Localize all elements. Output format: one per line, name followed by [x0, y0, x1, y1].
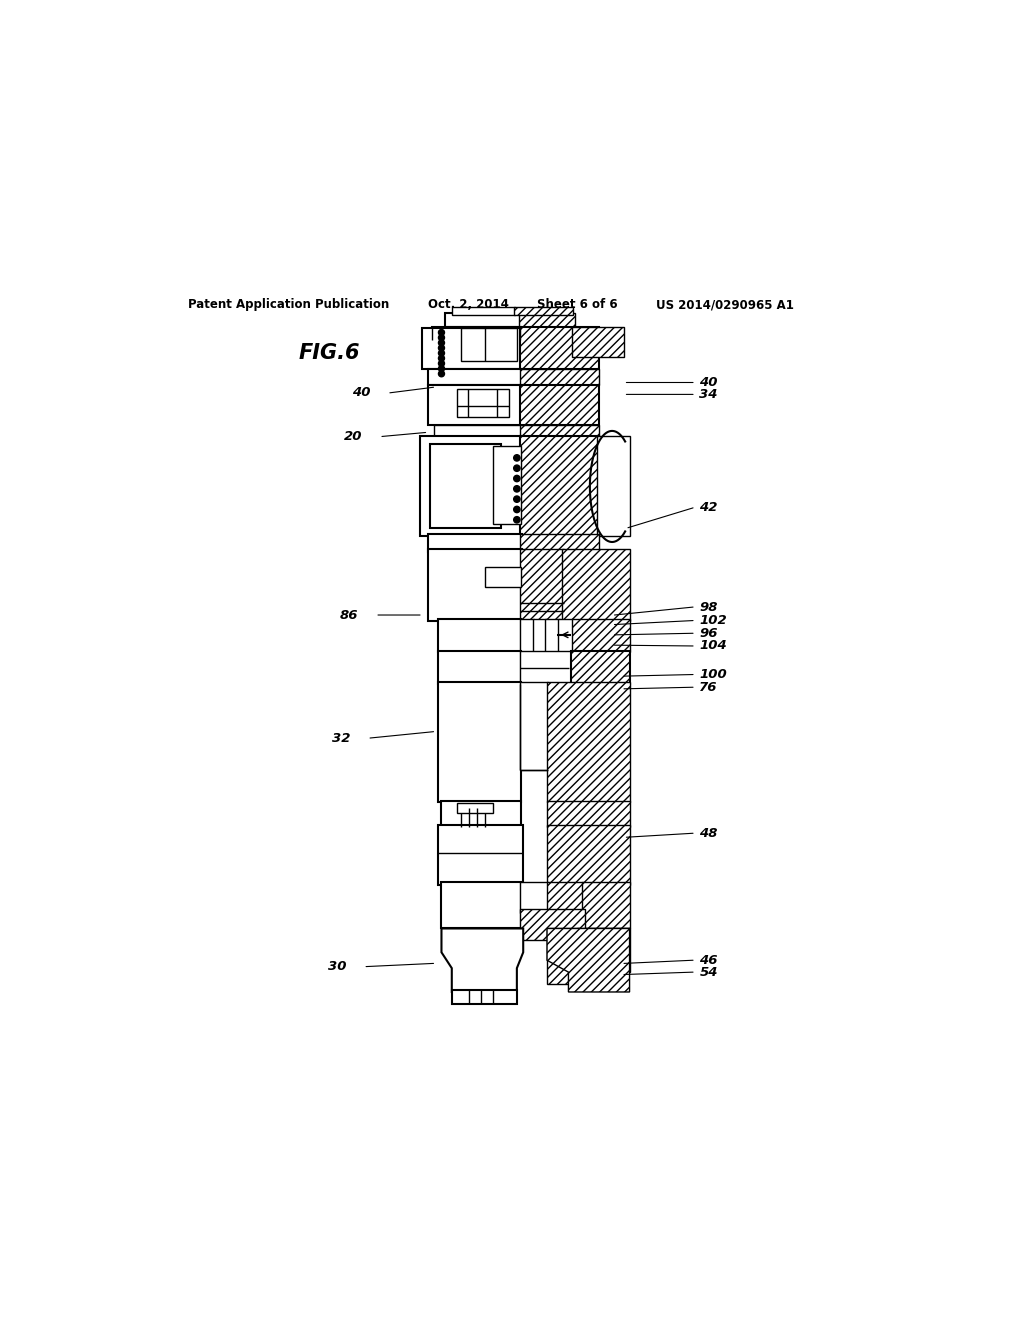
Bar — [437, 619, 521, 652]
Text: 20: 20 — [344, 430, 362, 444]
Circle shape — [438, 335, 444, 341]
Text: 100: 100 — [699, 668, 727, 681]
Bar — [428, 549, 521, 620]
Circle shape — [438, 345, 444, 351]
Text: 40: 40 — [699, 376, 718, 389]
Text: 86: 86 — [340, 609, 358, 622]
Bar — [441, 801, 521, 826]
Text: US 2014/0290965 A1: US 2014/0290965 A1 — [655, 298, 794, 312]
Text: Sheet 6 of 6: Sheet 6 of 6 — [537, 298, 617, 312]
Bar — [458, 803, 494, 813]
Circle shape — [514, 516, 520, 523]
Bar — [430, 445, 501, 528]
Text: Oct. 2, 2014: Oct. 2, 2014 — [428, 298, 509, 312]
Circle shape — [438, 366, 444, 372]
Bar — [428, 385, 523, 425]
Bar — [578, 928, 631, 972]
Text: 30: 30 — [328, 960, 346, 973]
Text: 40: 40 — [351, 387, 370, 400]
Circle shape — [438, 339, 444, 346]
Bar — [572, 619, 630, 652]
Bar — [572, 327, 624, 358]
Polygon shape — [441, 928, 523, 991]
Bar — [452, 990, 517, 1005]
Text: Patent Application Publication: Patent Application Publication — [187, 298, 389, 312]
Text: 34: 34 — [699, 388, 718, 401]
Bar — [520, 549, 563, 620]
Bar — [485, 568, 521, 587]
Bar — [428, 535, 521, 552]
Bar — [422, 327, 524, 370]
Bar — [520, 535, 599, 552]
Circle shape — [438, 371, 444, 376]
Circle shape — [438, 350, 444, 356]
Bar — [428, 370, 521, 385]
Bar — [520, 883, 548, 912]
Bar — [519, 313, 574, 327]
Bar — [562, 549, 630, 620]
Bar — [520, 651, 574, 684]
Circle shape — [438, 360, 444, 367]
Circle shape — [514, 454, 520, 461]
Bar — [420, 437, 523, 536]
Bar — [547, 825, 631, 884]
Bar — [520, 385, 599, 425]
Polygon shape — [547, 928, 630, 991]
Bar — [547, 883, 583, 928]
Bar — [520, 425, 599, 437]
Circle shape — [438, 330, 444, 335]
Bar — [597, 437, 631, 536]
Text: 32: 32 — [332, 731, 350, 744]
Bar — [452, 308, 515, 315]
Text: 76: 76 — [699, 681, 718, 694]
Bar — [547, 928, 579, 983]
Bar — [494, 446, 521, 524]
Bar — [520, 437, 599, 536]
Bar — [546, 619, 560, 652]
Bar — [514, 308, 573, 315]
Circle shape — [514, 486, 520, 492]
Text: 102: 102 — [699, 614, 727, 627]
Bar — [458, 389, 509, 417]
Text: 42: 42 — [699, 502, 718, 515]
Text: 48: 48 — [699, 826, 718, 840]
Circle shape — [514, 465, 520, 471]
Bar — [520, 619, 535, 652]
Bar — [441, 883, 521, 928]
Text: 46: 46 — [699, 954, 718, 966]
Circle shape — [514, 475, 520, 482]
Circle shape — [438, 355, 444, 362]
Bar — [532, 619, 547, 652]
Bar — [437, 651, 521, 684]
Bar — [445, 313, 521, 327]
Text: 96: 96 — [699, 627, 718, 640]
Bar — [520, 908, 585, 940]
Bar — [582, 883, 630, 928]
Bar — [432, 327, 521, 358]
Bar — [558, 619, 574, 652]
Bar — [461, 327, 517, 362]
Bar — [437, 825, 523, 884]
Bar — [570, 651, 630, 684]
Bar — [520, 682, 548, 770]
Text: 98: 98 — [699, 601, 718, 614]
Bar — [547, 801, 631, 826]
Bar — [520, 327, 599, 370]
Bar — [433, 425, 521, 437]
Bar — [520, 370, 599, 385]
Bar — [437, 682, 521, 801]
Text: 54: 54 — [699, 966, 718, 978]
Text: FIG.6: FIG.6 — [299, 343, 360, 363]
Circle shape — [514, 507, 520, 512]
Text: 104: 104 — [699, 639, 727, 652]
Bar — [547, 682, 631, 801]
Circle shape — [514, 496, 520, 503]
